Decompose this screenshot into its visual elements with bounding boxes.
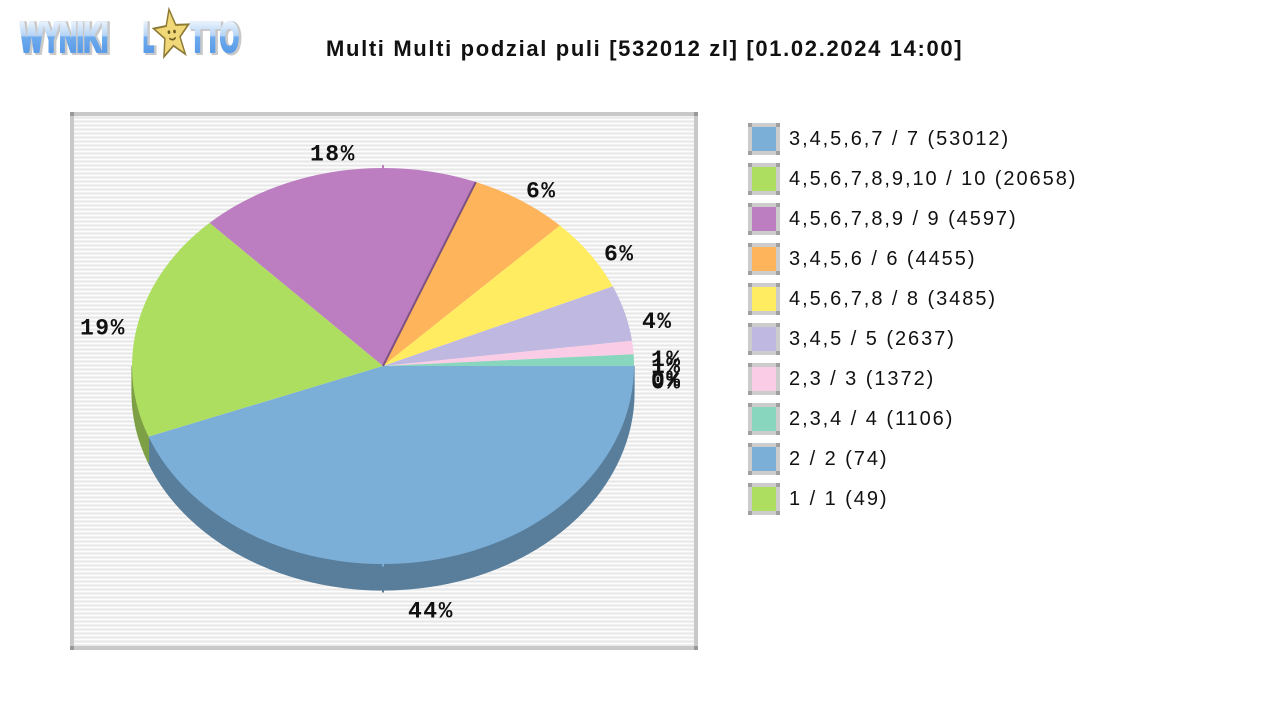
svg-text:TTO: TTO — [190, 14, 239, 61]
svg-text:4%: 4% — [642, 309, 673, 335]
svg-text:0%: 0% — [651, 370, 682, 396]
svg-text:19%: 19% — [80, 316, 126, 342]
svg-text:0%: 0% — [651, 367, 682, 393]
svg-text:18%: 18% — [310, 142, 356, 168]
svg-text:6%: 6% — [526, 179, 557, 205]
svg-text:L: L — [143, 14, 154, 61]
svg-text:44%: 44% — [408, 599, 454, 625]
svg-text:WYNIKI: WYNIKI — [22, 15, 110, 62]
svg-text:6%: 6% — [604, 242, 635, 268]
svg-text:L: L — [145, 15, 156, 62]
svg-text:WYNIKI: WYNIKI — [20, 14, 108, 61]
svg-text:1%: 1% — [651, 347, 682, 373]
svg-text:TTO: TTO — [192, 15, 241, 62]
svg-text:1%: 1% — [651, 354, 682, 380]
